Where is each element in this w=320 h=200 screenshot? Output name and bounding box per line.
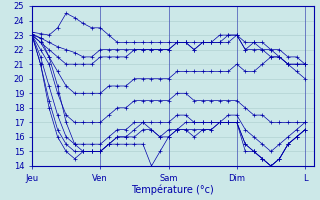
X-axis label: Température (°c): Température (°c) bbox=[132, 184, 214, 195]
